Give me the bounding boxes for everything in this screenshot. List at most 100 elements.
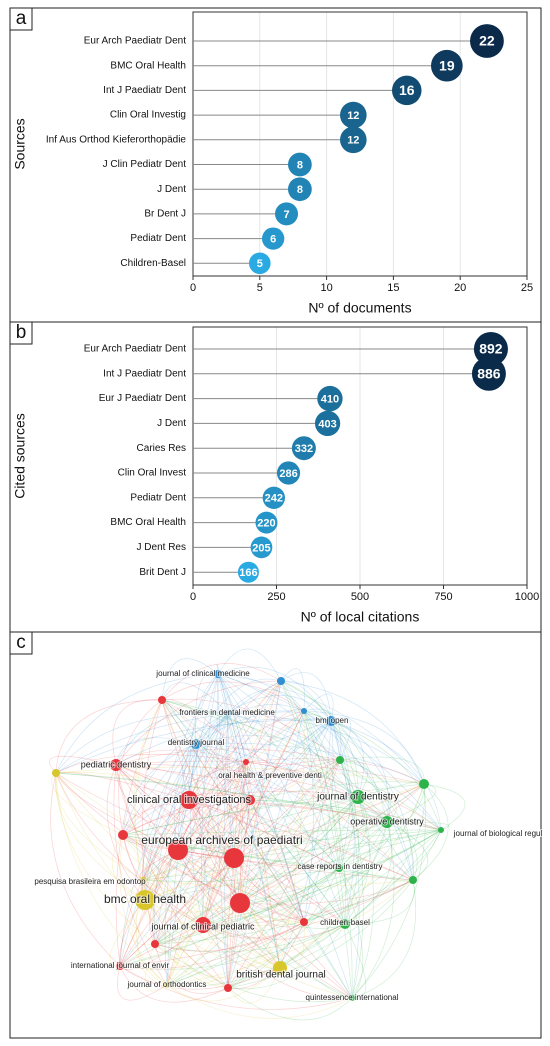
network-node [164, 982, 170, 988]
network-edge [166, 984, 353, 1019]
network-edge [166, 902, 241, 986]
network-node [116, 962, 124, 970]
network-edge [245, 761, 388, 823]
network-edge [195, 743, 414, 881]
panel-label: a [16, 8, 27, 29]
network-edge [233, 783, 425, 859]
network-edge [55, 772, 168, 986]
network-edge [338, 796, 368, 869]
network-edge [142, 879, 353, 999]
bubble [237, 561, 259, 583]
network-edge [122, 712, 229, 836]
network-edge [166, 796, 359, 986]
network-edge [54, 772, 144, 881]
network-edge [119, 849, 179, 967]
network-node [224, 848, 244, 868]
network-edge [217, 673, 281, 969]
network-edge [166, 821, 388, 986]
node-label: frontiers in dental medicine [179, 708, 275, 717]
network-edge [239, 761, 247, 904]
network-edge [227, 967, 281, 1004]
network-edge [161, 698, 341, 761]
network-edge [279, 783, 425, 969]
network-edge [177, 710, 305, 851]
network-edge [161, 699, 340, 869]
network-edge [233, 829, 442, 859]
network-edge [338, 783, 425, 869]
network-edge [227, 821, 388, 989]
network-edge [122, 783, 425, 836]
node-label: journal of biological regul [453, 829, 543, 838]
network-edge [122, 743, 197, 836]
network-edge [338, 759, 356, 869]
network-edge [142, 796, 359, 881]
network-edge [202, 921, 305, 939]
network-edge [115, 764, 346, 925]
network-edge [49, 755, 117, 774]
network-edge [154, 799, 251, 945]
network-edge [122, 759, 341, 836]
network-edge [280, 680, 388, 823]
network-node [277, 677, 285, 685]
y-tick-label: BMC Oral Health [110, 517, 186, 528]
x-tick-label: 25 [521, 282, 533, 294]
network-edge [239, 680, 282, 904]
network-node [381, 816, 393, 828]
network-edge [195, 743, 359, 798]
y-tick-label: Int J Paediatr Dent [103, 368, 186, 379]
bubble [317, 385, 343, 412]
network-edge [142, 879, 305, 923]
network-node [340, 919, 350, 929]
network-node [336, 756, 344, 764]
network-edge [55, 772, 229, 989]
network-edge [142, 879, 346, 925]
network-edge [245, 758, 425, 785]
value-label: 892 [479, 341, 503, 357]
network-edge [223, 712, 229, 989]
network-edge [119, 965, 281, 990]
network-edge [119, 834, 168, 986]
network-edge [161, 698, 247, 763]
network-edge [344, 879, 415, 925]
network-edge [122, 834, 281, 969]
value-label: 166 [239, 567, 257, 579]
network-edge [122, 834, 235, 859]
network-edge [303, 708, 342, 761]
network-node [158, 696, 166, 704]
network-edge [144, 821, 388, 901]
network-node [245, 795, 255, 805]
network-edge [227, 712, 281, 969]
network-edge [227, 923, 346, 990]
network-edge [122, 796, 359, 836]
network-edge [161, 699, 442, 831]
network-edge [154, 796, 359, 945]
x-tick-label: 0 [190, 591, 196, 603]
network-edge [195, 704, 305, 745]
network-edge [279, 710, 305, 969]
network-edge [351, 821, 395, 999]
y-tick-label: Pediatr Dent [130, 492, 186, 503]
node-label: british dental journal [236, 970, 326, 981]
network-node [438, 827, 444, 833]
network-edge [161, 699, 359, 798]
network-edge [161, 699, 414, 881]
network-edge [144, 783, 425, 901]
network-edge [115, 764, 179, 851]
network-edge [144, 899, 281, 969]
network-edge [177, 849, 346, 925]
network-edge [280, 680, 414, 881]
network-node [151, 940, 159, 948]
node-label: journal of dentistry [316, 792, 399, 803]
value-label: 286 [279, 468, 297, 480]
network-edge [122, 761, 247, 836]
network-edge [122, 834, 353, 999]
network-edge [330, 717, 352, 761]
network-edge [227, 712, 442, 831]
network-edge [245, 717, 332, 763]
network-edge [154, 829, 442, 945]
network-edge [188, 799, 442, 831]
network-edge [202, 712, 229, 926]
value-label: 19 [439, 57, 455, 73]
network-edge [233, 710, 305, 859]
